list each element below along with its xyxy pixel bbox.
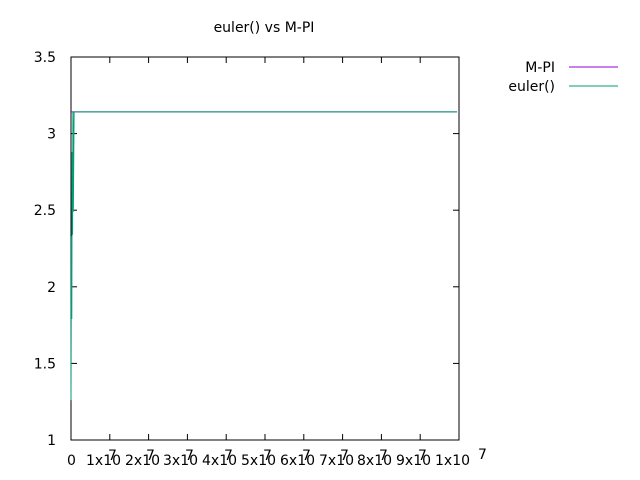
legend-label: M-PI <box>525 60 555 76</box>
y-tick-label: 1 <box>47 433 56 449</box>
y-tick-label: 1.5 <box>34 356 56 372</box>
x-tick-exponent: 7 <box>418 448 427 464</box>
x-axis: 0 1x10 2x10 3x10 4x10 5x10 6x10 7x10 8x10 9x10 1x1… <box>67 57 487 469</box>
y-tick-label: 2.5 <box>34 203 56 219</box>
x-tick-exponent: 7 <box>263 448 272 464</box>
x-tick-exponent: 7 <box>185 448 194 464</box>
x-tick-exponent: 7 <box>108 448 117 464</box>
x-tick-label: 8x10 <box>357 453 392 469</box>
x-tick-label: 9x10 <box>396 453 431 469</box>
x-tick-exponent: 7 <box>146 448 155 464</box>
x-tick-label: 4x10 <box>202 453 237 469</box>
series-line-1 <box>70 111 458 401</box>
x-tick-label: 5x10 <box>241 453 276 469</box>
y-axis: 1 1.5 2 2.5 3 3.5 <box>34 50 459 449</box>
series-lines <box>70 111 458 401</box>
chart-title: euler() vs M-PI <box>214 20 315 36</box>
x-tick-exponent: 7 <box>224 448 233 464</box>
y-tick-label: 3.5 <box>34 50 56 66</box>
x-tick-exponent: 7 <box>478 447 487 463</box>
legend-label: euler() <box>508 79 555 95</box>
x-tick-label: 0 <box>67 453 76 469</box>
plot-border <box>70 56 460 441</box>
x-tick-exponent: 7 <box>302 448 311 464</box>
x-tick-label: 3x10 <box>163 453 198 469</box>
y-tick-label: 2 <box>47 280 56 296</box>
x-tick-label: 1x10 <box>86 453 121 469</box>
legend: M-PI euler() <box>508 60 618 95</box>
y-tick-label: 3 <box>47 127 56 143</box>
x-tick-exponent: 7 <box>379 448 388 464</box>
x-tick-label: 2x10 <box>125 453 160 469</box>
x-tick-label: 7x10 <box>319 453 354 469</box>
x-tick-exponent: 7 <box>340 448 349 464</box>
x-tick-label: 6x10 <box>280 453 315 469</box>
x-tick-label: 1x10 <box>435 453 470 469</box>
